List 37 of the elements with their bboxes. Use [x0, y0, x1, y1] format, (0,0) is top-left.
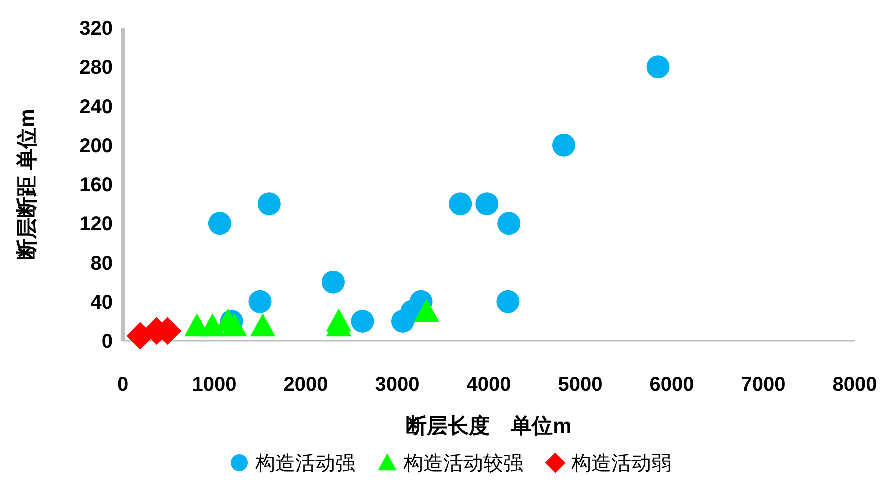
- x-tick-label: 0: [117, 374, 129, 396]
- x-tick-label: 1000: [192, 374, 237, 396]
- point: [351, 310, 374, 333]
- point: [552, 134, 576, 157]
- y-tick-label: 80: [90, 252, 113, 275]
- legend-label: 构造活动较强: [402, 453, 524, 475]
- y-tick-label: 0: [102, 331, 113, 353]
- y-tick-label: 40: [90, 292, 113, 314]
- point: [222, 314, 248, 337]
- x-tick-label: 3000: [375, 374, 420, 396]
- x-tick-label: 2000: [284, 374, 328, 396]
- point: [258, 192, 281, 216]
- point: [414, 299, 440, 322]
- x-tick-label: 8000: [832, 374, 878, 396]
- point: [476, 192, 499, 216]
- point: [498, 212, 521, 236]
- x-tick-label: 4000: [466, 374, 512, 396]
- y-tick-label: 240: [80, 96, 113, 118]
- point: [208, 212, 232, 236]
- legend-label: 构造活动强: [254, 453, 356, 475]
- y-tick-label: 160: [80, 174, 113, 196]
- y-axis-title: 断层断距 单位m: [16, 109, 39, 260]
- y-tick-label: 320: [80, 18, 113, 40]
- x-tick-label: 7000: [741, 374, 786, 396]
- point: [250, 314, 276, 337]
- point: [322, 270, 345, 294]
- point: [496, 290, 520, 314]
- point: [248, 290, 272, 314]
- x-axis-title: 断层长度 单位m: [406, 414, 572, 438]
- y-tick-label: 280: [80, 57, 113, 80]
- y-tick-label: 200: [80, 135, 113, 158]
- y-tick-label: 120: [80, 214, 113, 236]
- point: [646, 56, 670, 79]
- x-tick-label: 6000: [650, 374, 694, 396]
- legend-label: 构造活动弱: [570, 453, 672, 475]
- x-tick-label: 5000: [558, 374, 603, 396]
- point: [449, 192, 472, 216]
